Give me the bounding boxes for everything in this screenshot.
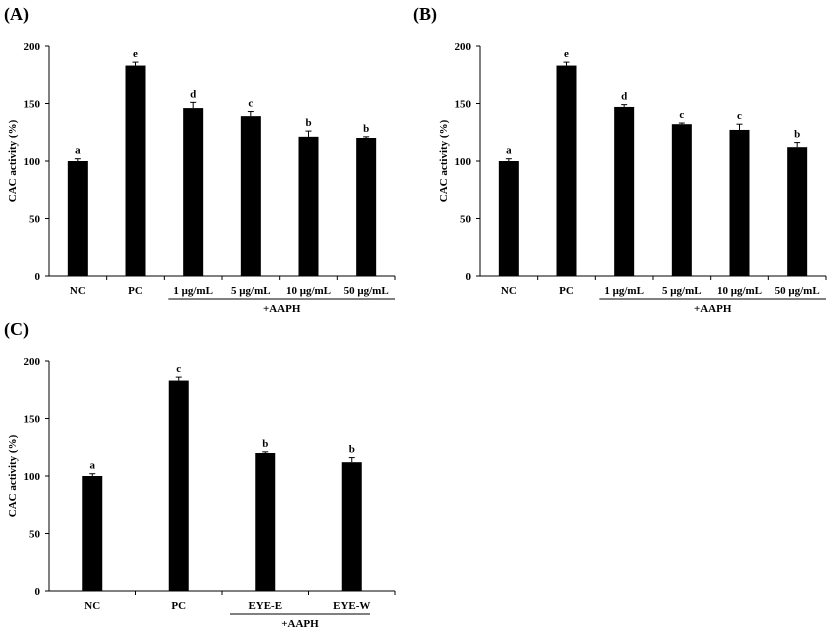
y-tick-label: 150 (455, 99, 472, 111)
significance-letter: c (248, 98, 253, 110)
y-tick-label: 200 (455, 41, 472, 53)
x-tick-label: EYE-E (248, 600, 282, 612)
significance-letter: b (363, 123, 369, 135)
x-tick-label: PC (171, 600, 186, 612)
y-tick-label: 100 (24, 471, 41, 483)
chart-panel-a: (A) 0 50 100 150 200 CAC activity (%) a NC e PC d 1 … (4, 4, 396, 315)
significance-letter: c (679, 109, 684, 121)
y-tick-label: 100 (455, 156, 472, 168)
significance-letter: c (176, 363, 181, 375)
bar (255, 453, 276, 591)
x-tick-label: 50 μg/mL (344, 285, 389, 297)
x-tick-label: NC (501, 285, 517, 297)
chart-panel-c: (C) 0 50 100 150 200 CAC activity (%) a NC c PC b EY… (4, 319, 396, 630)
bar (125, 65, 146, 276)
x-tick-label: PC (128, 285, 143, 297)
x-tick-label: 1 μg/mL (173, 285, 213, 297)
bar (356, 138, 377, 276)
x-tick-label: 50 μg/mL (775, 285, 820, 297)
significance-letter: a (506, 145, 512, 157)
panel-label: (A) (4, 4, 29, 25)
bar (729, 129, 750, 276)
y-tick-label: 0 (35, 271, 41, 283)
bar (168, 380, 189, 591)
y-tick-label: 0 (35, 586, 41, 598)
aaph-group-label: +AAPH (694, 303, 732, 315)
y-tick-label: 150 (24, 99, 41, 111)
chart-panel-b: (B) 0 50 100 150 200 CAC activity (%) a NC e PC d 1 … (413, 4, 827, 315)
significance-letter: b (262, 438, 268, 450)
y-tick-label: 0 (466, 271, 472, 283)
significance-letter: a (90, 460, 96, 472)
significance-letter: b (305, 117, 311, 129)
bar (671, 124, 692, 276)
bar (614, 106, 635, 276)
bar (298, 136, 319, 276)
significance-letter: e (133, 48, 138, 60)
y-tick-label: 200 (24, 41, 41, 53)
y-tick-label: 50 (460, 214, 472, 226)
x-tick-label: 10 μg/mL (286, 285, 331, 297)
y-tick-label: 50 (29, 214, 41, 226)
significance-letter: d (190, 88, 196, 100)
x-tick-label: 10 μg/mL (717, 285, 762, 297)
x-tick-label: 5 μg/mL (662, 285, 702, 297)
x-tick-label: PC (559, 285, 574, 297)
significance-letter: a (75, 145, 81, 157)
x-tick-label: EYE-W (333, 600, 370, 612)
y-tick-label: 50 (29, 529, 41, 541)
bar (341, 462, 362, 591)
aaph-group-label: +AAPH (281, 618, 319, 630)
panel-label: (C) (4, 319, 29, 340)
bar (67, 161, 88, 276)
x-tick-label: NC (84, 600, 100, 612)
y-tick-label: 200 (24, 356, 41, 368)
y-axis-label: CAC activity (%) (7, 119, 19, 202)
bar (556, 65, 577, 276)
significance-letter: d (621, 91, 627, 103)
significance-letter: c (737, 110, 742, 122)
y-tick-label: 150 (24, 414, 41, 426)
x-tick-label: NC (70, 285, 86, 297)
significance-letter: b (349, 444, 355, 456)
y-axis-label: CAC activity (%) (7, 434, 19, 517)
bar (498, 161, 519, 276)
bar (787, 147, 808, 276)
x-tick-label: 1 μg/mL (604, 285, 644, 297)
x-tick-label: 5 μg/mL (231, 285, 271, 297)
panel-label: (B) (413, 4, 437, 25)
significance-letter: e (564, 48, 569, 60)
significance-letter: b (794, 129, 800, 141)
bar (183, 108, 204, 276)
y-axis-label: CAC activity (%) (438, 119, 450, 202)
bar (82, 476, 103, 591)
bar (240, 116, 261, 277)
aaph-group-label: +AAPH (263, 303, 301, 315)
y-tick-label: 100 (24, 156, 41, 168)
